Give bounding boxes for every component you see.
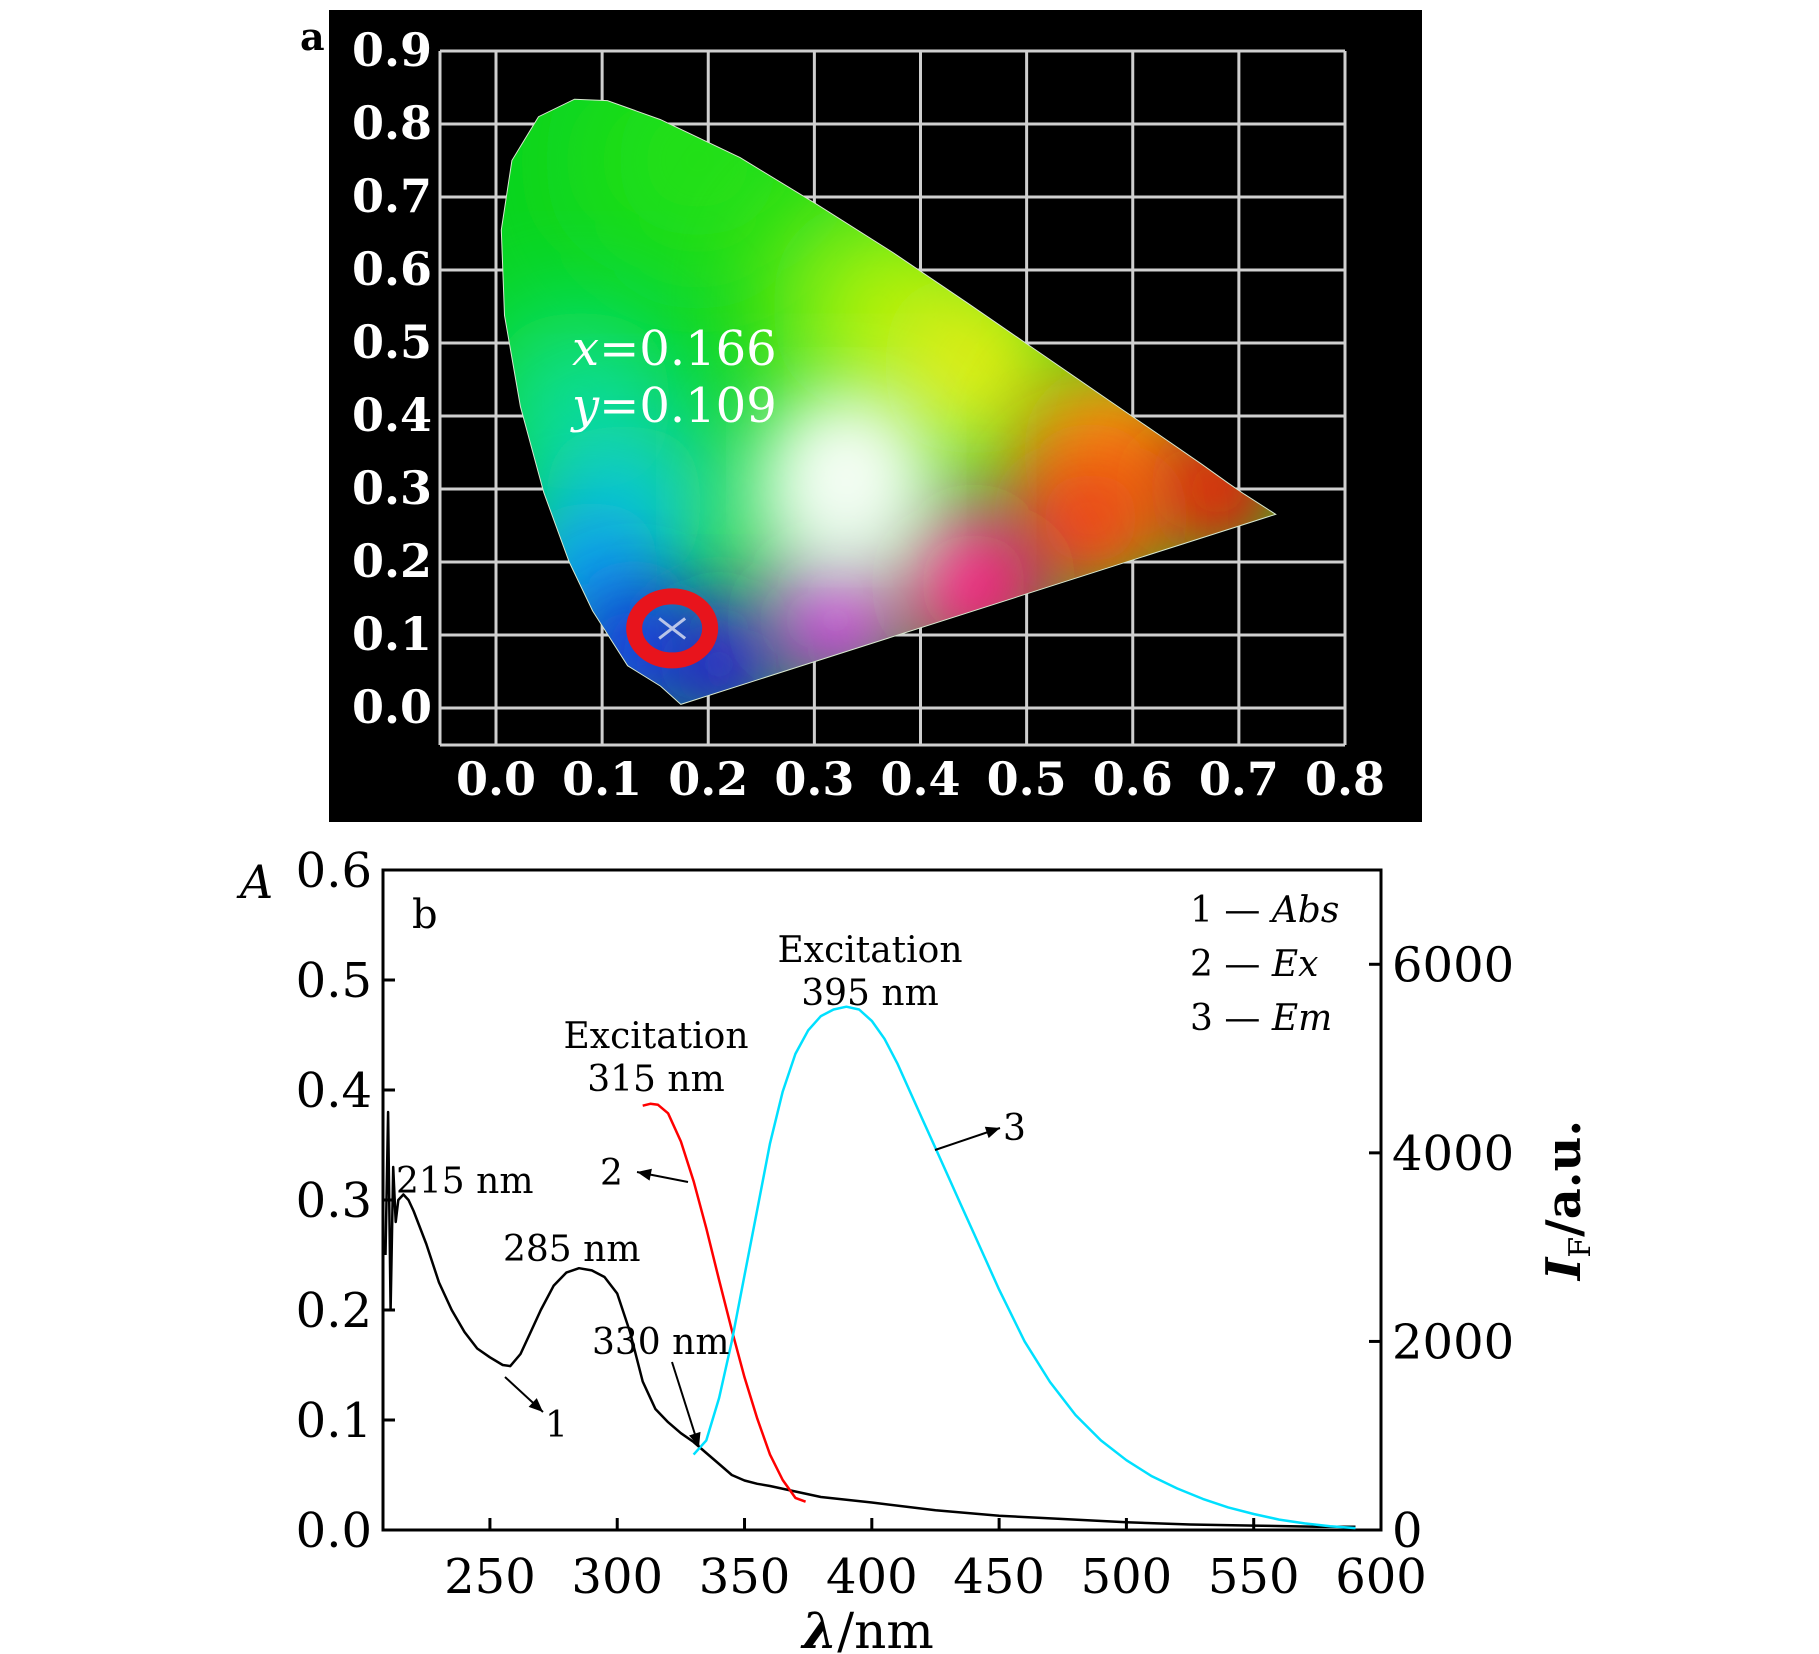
excitation-label-ex-line1: Excitation: [563, 1016, 748, 1057]
panel-a-chromaticity-diagram: a x=0.166 y=0.109 0.0 0.1 0.2 0.3 0.4 0.5 0.6 0…: [300, 10, 1422, 822]
right-y-tick-label: 4000: [1392, 1126, 1514, 1182]
panel-b-right-y-ticks: 0 2000 4000 6000: [1369, 937, 1514, 1559]
x-tick-label: 600: [1335, 1549, 1427, 1605]
y-tick-label: 0.5: [352, 315, 432, 369]
legend-name: Ex: [1271, 944, 1319, 985]
shoulder-arrow-330: [671, 1361, 700, 1448]
legend-dash: —: [1224, 944, 1271, 985]
x-tick-label: 0.6: [1093, 752, 1173, 806]
legend-number: 3: [1190, 998, 1224, 1039]
x-tick-label: 0.4: [880, 752, 960, 806]
excitation-label-em-line2: 395 nm: [801, 973, 938, 1014]
series-arrow-1-head: [528, 1398, 543, 1412]
y-tick-label: 0.4: [352, 388, 432, 442]
series-line-ex: [642, 1102, 807, 1503]
legend-dash: —: [1224, 890, 1271, 931]
left-y-tick-label: 0.5: [296, 953, 372, 1009]
coordinate-x-symbol: x: [572, 321, 599, 377]
left-y-tick-label: 0.4: [296, 1063, 372, 1119]
y-tick-label: 0.2: [352, 534, 432, 588]
peak-label-285: 285 nm: [503, 1229, 640, 1270]
legend-dash: —: [1224, 998, 1271, 1039]
right-y-tick-label: 6000: [1392, 937, 1514, 993]
excitation-label-ex-line2: 315 nm: [587, 1059, 724, 1100]
right-y-tick-label: 2000: [1392, 1314, 1514, 1370]
legend-name: Em: [1271, 998, 1332, 1039]
left-y-tick-label: 0.6: [296, 843, 372, 899]
x-tick-label: 250: [444, 1549, 536, 1605]
coordinate-x-value: =0.166: [599, 321, 777, 377]
panel-b-letter: b: [412, 892, 438, 938]
legend-item-em: 3 — Em: [1190, 998, 1332, 1039]
x-tick-label: 0.2: [668, 752, 748, 806]
marker-ring: [626, 588, 719, 669]
coordinate-y-value: =0.109: [599, 378, 777, 434]
right-y-axis-label: IF/a.u.: [1536, 1120, 1598, 1282]
y-tick-label: 0.1: [352, 607, 432, 661]
x-tick-label: 500: [1081, 1549, 1173, 1605]
right-y-axis-symbol: I: [1536, 1256, 1592, 1282]
marker-cross: [658, 617, 687, 640]
series-line-em: [692, 1005, 1356, 1530]
gamut-outline: [500, 98, 1277, 705]
series-number-label-2: 2: [600, 1153, 623, 1194]
x-tick-label: 350: [699, 1549, 791, 1605]
coordinate-y-symbol: y: [570, 378, 600, 434]
right-y-axis-subscript: F: [1563, 1237, 1598, 1258]
x-tick-label: 400: [826, 1549, 918, 1605]
series-arrow-2-head: [637, 1168, 652, 1181]
x-tick-label: 300: [571, 1549, 663, 1605]
panel-a-letter: a: [300, 14, 325, 59]
panel-a-y-tick-labels: 0.0 0.1 0.2 0.3 0.4 0.5 0.6 0.7 0.8 0.9: [352, 23, 432, 734]
left-y-tick-label: 0.3: [296, 1173, 372, 1229]
left-y-tick-label: 0.1: [296, 1393, 372, 1449]
x-axis-label: λ/nm: [800, 1601, 934, 1654]
excitation-label-em-line1: Excitation: [777, 930, 962, 971]
panel-b-left-y-ticks: 0.0 0.1 0.2 0.3 0.4 0.5 0.6: [296, 843, 395, 1559]
shoulder-label-330: 330 nm: [592, 1322, 729, 1363]
y-tick-label: 0.3: [352, 461, 432, 515]
x-tick-label: 0.1: [562, 752, 642, 806]
series-number-label-3: 3: [1003, 1108, 1026, 1149]
x-axis-symbol: λ: [800, 1601, 837, 1654]
x-axis-unit: /nm: [837, 1602, 933, 1654]
x-tick-label: 0.7: [1199, 752, 1279, 806]
left-y-tick-label: 0.0: [296, 1503, 372, 1559]
panel-b-spectra: b 250 300 350 400 450 500 550 600 0.00.10.20.30…: [236, 843, 1598, 1654]
x-tick-label: 0.8: [1305, 752, 1385, 806]
y-tick-label: 0.7: [352, 169, 432, 223]
panel-b-x-ticks: 250 300 350 400 450 500 550 600: [444, 1518, 1427, 1605]
legend-number: 2: [1190, 944, 1224, 985]
color-coordinate-marker: [626, 588, 719, 669]
legend-name: Abs: [1269, 890, 1340, 931]
panel-a-x-tick-labels: 0.0 0.1 0.2 0.3 0.4 0.5 0.6 0.7 0.8: [456, 752, 1385, 806]
series-line-abs: [384, 1110, 1356, 1528]
panel-b-series: [384, 1005, 1356, 1530]
x-tick-label: 0.3: [774, 752, 854, 806]
y-tick-label: 0.9: [352, 23, 432, 77]
legend-item-ex: 2 — Ex: [1190, 944, 1318, 985]
legend-number: 1: [1190, 890, 1224, 931]
x-tick-label: 450: [953, 1549, 1045, 1605]
legend-item-abs: 1 — Abs: [1190, 890, 1339, 931]
legend: 1 — Abs 2 — Ex 3 — Em: [1190, 890, 1339, 1039]
x-tick-label: 0.5: [987, 752, 1067, 806]
right-y-tick-label: 0: [1392, 1503, 1423, 1559]
x-tick-label: 0.0: [456, 752, 536, 806]
y-tick-label: 0.6: [352, 242, 432, 296]
y-tick-label: 0.8: [352, 96, 432, 150]
series-number-label-1: 1: [545, 1405, 568, 1446]
series-arrow-3-head: [984, 1126, 1000, 1139]
peak-label-215: 215 nm: [396, 1161, 533, 1202]
right-y-axis-unit: /a.u.: [1536, 1120, 1592, 1237]
x-tick-label: 550: [1208, 1549, 1300, 1605]
left-y-axis-label: A: [236, 855, 273, 909]
shoulder-arrow-330-head: [689, 1431, 701, 1447]
y-tick-label: 0.0: [352, 680, 432, 734]
coordinate-y-annotation: y=0.109: [570, 378, 777, 434]
left-y-tick-label: 0.2: [296, 1283, 372, 1339]
coordinate-x-annotation: x=0.166: [572, 321, 777, 377]
